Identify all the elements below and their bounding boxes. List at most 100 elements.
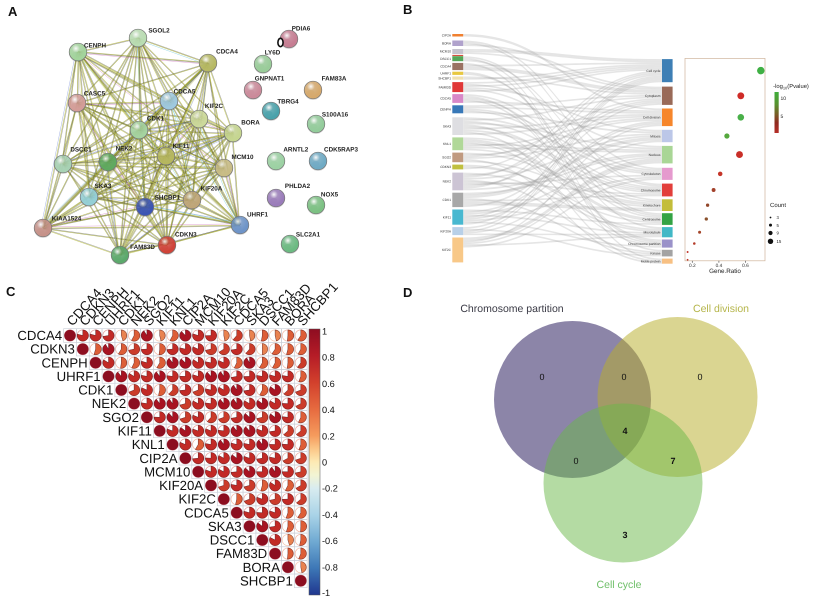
svg-text:C: C [6, 284, 16, 299]
svg-text:SHCBP1: SHCBP1 [240, 573, 293, 588]
svg-text:ARNTL2: ARNTL2 [283, 146, 308, 153]
svg-text:-1: -1 [322, 588, 330, 598]
svg-text:SGO2: SGO2 [442, 156, 451, 160]
svg-text:KIF2C: KIF2C [179, 492, 217, 507]
svg-text:KIF2C: KIF2C [205, 103, 224, 110]
svg-text:CIP2A: CIP2A [442, 34, 452, 38]
svg-text:0.6: 0.6 [742, 263, 749, 269]
svg-text:0.2: 0.2 [689, 263, 696, 269]
svg-text:CDCA4: CDCA4 [17, 328, 62, 343]
svg-text:FAM83D: FAM83D [216, 546, 267, 561]
svg-text:Mitosis: Mitosis [650, 134, 661, 138]
svg-text:CDK1: CDK1 [147, 115, 165, 122]
svg-text:0.4: 0.4 [716, 263, 723, 269]
svg-text:9: 9 [777, 231, 780, 236]
svg-text:BORA: BORA [241, 119, 260, 126]
svg-text:SKA3: SKA3 [443, 124, 451, 128]
svg-text:KIF20A: KIF20A [201, 185, 223, 192]
svg-text:A: A [8, 4, 18, 19]
svg-text:SLC2A1: SLC2A1 [296, 231, 321, 238]
svg-text:NEK2: NEK2 [443, 180, 452, 184]
svg-text:CDK1: CDK1 [78, 383, 113, 398]
svg-text:0: 0 [539, 372, 544, 382]
svg-text:LY6D: LY6D [265, 49, 281, 56]
svg-text:Chromosome partition: Chromosome partition [460, 303, 563, 315]
svg-text:0: 0 [573, 456, 578, 466]
svg-text:-log10(Pvalue): -log10(Pvalue) [773, 83, 809, 91]
svg-text:CDKN3: CDKN3 [30, 342, 75, 357]
svg-text:B: B [403, 2, 412, 17]
svg-text:0.4: 0.4 [322, 405, 335, 415]
svg-text:SHCBP1: SHCBP1 [155, 194, 181, 201]
svg-text:Nucleus: Nucleus [649, 153, 661, 157]
svg-text:Motile protein: Motile protein [641, 259, 661, 263]
svg-text:UHRF1: UHRF1 [247, 211, 268, 218]
svg-text:BORA: BORA [243, 560, 281, 575]
svg-text:CDK1: CDK1 [442, 198, 451, 202]
svg-text:DSCC1: DSCC1 [440, 57, 451, 61]
svg-text:Kinetochore: Kinetochore [643, 204, 661, 208]
svg-text:CDCA5: CDCA5 [174, 88, 196, 95]
svg-text:S100A16: S100A16 [322, 111, 349, 118]
svg-text:CDCA5: CDCA5 [184, 505, 229, 520]
svg-text:KIF11: KIF11 [173, 143, 190, 150]
svg-text:15: 15 [777, 239, 782, 244]
svg-text:Kinase: Kinase [650, 251, 660, 255]
svg-text:KIF11: KIF11 [118, 424, 152, 439]
svg-text:3: 3 [622, 530, 627, 540]
svg-text:4: 4 [622, 426, 627, 436]
svg-text:BORA: BORA [442, 42, 452, 46]
svg-text:10: 10 [781, 96, 787, 102]
svg-text:NEK2: NEK2 [116, 145, 133, 152]
svg-text:UHRF1: UHRF1 [57, 369, 101, 384]
svg-text:SKA3: SKA3 [208, 519, 242, 534]
svg-text:7: 7 [670, 456, 675, 466]
svg-text:Cell division: Cell division [643, 116, 661, 120]
svg-text:Chromosome partition: Chromosome partition [628, 242, 661, 246]
svg-text:CDCA4: CDCA4 [440, 65, 451, 69]
svg-text:KIAA1524: KIAA1524 [52, 215, 82, 222]
svg-text:KIF20A: KIF20A [159, 478, 203, 493]
svg-text:MCM10: MCM10 [231, 154, 254, 161]
svg-text:KIF2C: KIF2C [442, 248, 452, 252]
svg-text:Centrosome: Centrosome [643, 217, 661, 221]
svg-text:CDCA4: CDCA4 [216, 48, 238, 55]
svg-text:DSCC1: DSCC1 [70, 146, 92, 153]
svg-text:CENPH: CENPH [440, 108, 452, 112]
svg-text:Cytoskeleton: Cytoskeleton [641, 172, 660, 176]
svg-text:NOX5: NOX5 [321, 191, 339, 198]
svg-text:0: 0 [322, 458, 327, 468]
svg-text:Microtubule: Microtubule [643, 231, 660, 235]
svg-text:MCM10: MCM10 [144, 464, 190, 479]
svg-text:CENPH: CENPH [42, 355, 88, 370]
svg-text:CDK5RAP3: CDK5RAP3 [324, 146, 358, 153]
svg-text:Cytoplasm: Cytoplasm [645, 94, 661, 98]
svg-text:Gene.Ratio: Gene.Ratio [709, 268, 741, 275]
svg-text:KNL1: KNL1 [443, 142, 451, 146]
svg-text:SGOL2: SGOL2 [148, 27, 170, 34]
svg-text:CDKN3: CDKN3 [440, 165, 451, 169]
svg-text:CASC5: CASC5 [84, 90, 106, 97]
svg-text:Cell cycle: Cell cycle [597, 579, 642, 591]
svg-text:0: 0 [697, 372, 702, 382]
svg-text:GNPNAT1: GNPNAT1 [255, 75, 285, 82]
svg-text:TBRG4: TBRG4 [277, 98, 299, 105]
svg-text:0.6: 0.6 [322, 379, 335, 389]
svg-text:Count: Count [770, 202, 786, 209]
svg-text:KNL1: KNL1 [132, 437, 165, 452]
svg-text:FAM83D: FAM83D [439, 85, 452, 89]
svg-text:5: 5 [781, 114, 784, 120]
svg-text:PDIA6: PDIA6 [292, 25, 311, 32]
svg-text:SGO2: SGO2 [102, 410, 139, 425]
svg-text:KIF20A: KIF20A [440, 229, 452, 233]
svg-text:CDKN3: CDKN3 [175, 231, 197, 238]
svg-text:0.2: 0.2 [322, 431, 335, 441]
svg-text:-0.2: -0.2 [322, 484, 338, 494]
svg-text:FAM83A: FAM83A [322, 75, 347, 82]
svg-text:SHCBP1: SHCBP1 [438, 76, 451, 80]
svg-text:Cell division: Cell division [693, 303, 749, 315]
svg-text:1: 1 [322, 327, 327, 337]
svg-text:KIF11: KIF11 [443, 215, 451, 219]
svg-text:-0.6: -0.6 [322, 536, 338, 546]
svg-text:MCM10: MCM10 [440, 50, 451, 54]
